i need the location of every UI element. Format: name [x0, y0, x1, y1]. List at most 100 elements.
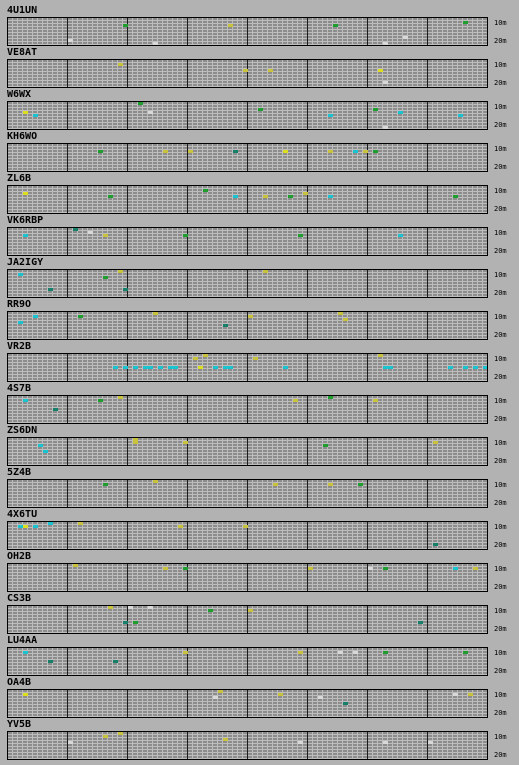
- propagation-spot: [328, 114, 333, 117]
- grid-major-lines: [67, 269, 428, 298]
- propagation-spot: [123, 288, 128, 291]
- station-zl6b: ZL6B 10m 20m: [0, 173, 519, 215]
- band-label-20m: 20m: [494, 415, 507, 423]
- propagation-spot: [383, 42, 388, 45]
- propagation-spot: [163, 567, 168, 570]
- grid-major-lines: [67, 395, 428, 424]
- propagation-grid: [7, 143, 488, 172]
- grid-major-lines: [67, 311, 428, 340]
- band-label-10m: 10m: [494, 313, 507, 321]
- propagation-spot: [383, 651, 388, 654]
- band-label-20m: 20m: [494, 289, 507, 297]
- station-callsign: OH2B: [7, 551, 32, 562]
- propagation-spot: [258, 108, 263, 111]
- propagation-spot: [33, 315, 38, 318]
- propagation-spot: [23, 111, 28, 114]
- propagation-spot: [273, 483, 278, 486]
- station-callsign: JA2IGY: [7, 257, 44, 268]
- station-vk6rbp: VK6RBP 10m 20m: [0, 215, 519, 257]
- propagation-spot: [343, 318, 348, 321]
- propagation-spot: [253, 357, 258, 360]
- propagation-spot: [338, 312, 343, 315]
- propagation-spot: [113, 366, 118, 369]
- propagation-spot: [453, 195, 458, 198]
- propagation-spot: [433, 543, 438, 546]
- propagation-spot: [213, 366, 218, 369]
- grid-frame: [7, 521, 488, 550]
- propagation-spot: [248, 315, 253, 318]
- propagation-spot: [198, 366, 203, 369]
- station-callsign: 4X6TU: [7, 509, 38, 520]
- propagation-grid: [7, 101, 488, 130]
- propagation-spot: [473, 567, 478, 570]
- grid-frame: [7, 17, 488, 46]
- station-yv5b: YV5B 10m 20m: [0, 719, 519, 761]
- propagation-spot: [118, 396, 123, 399]
- propagation-spot: [293, 399, 298, 402]
- grid-frame: [7, 437, 488, 466]
- propagation-spot: [38, 444, 43, 447]
- propagation-spot: [243, 69, 248, 72]
- propagation-spot: [23, 192, 28, 195]
- propagation-spot: [483, 366, 488, 369]
- grid-frame: [7, 185, 488, 214]
- propagation-spot: [108, 606, 113, 609]
- grid-frame: [7, 59, 488, 88]
- station-callsign: ZL6B: [7, 173, 32, 184]
- band-label-10m: 10m: [494, 439, 507, 447]
- band-label-20m: 20m: [494, 709, 507, 717]
- propagation-spot: [178, 525, 183, 528]
- propagation-spot: [328, 396, 333, 399]
- propagation-spot: [263, 270, 268, 273]
- grid-major-lines: [67, 17, 428, 46]
- propagation-grid: [7, 353, 488, 382]
- propagation-spot: [98, 150, 103, 153]
- station-callsign: KH6WO: [7, 131, 38, 142]
- propagation-spot: [103, 234, 108, 237]
- station-callsign: OA4B: [7, 677, 32, 688]
- station-lu4aa: LU4AA 10m 20m: [0, 635, 519, 677]
- station-kh6wo: KH6WO 10m 20m: [0, 131, 519, 173]
- propagation-spot: [368, 567, 373, 570]
- propagation-spot: [158, 366, 163, 369]
- propagation-spot: [228, 24, 233, 27]
- propagation-spot: [298, 651, 303, 654]
- band-label-10m: 10m: [494, 229, 507, 237]
- band-label-20m: 20m: [494, 37, 507, 45]
- propagation-spot: [138, 102, 143, 105]
- propagation-spot: [403, 36, 408, 39]
- propagation-spot: [128, 606, 133, 609]
- propagation-spot: [458, 114, 463, 117]
- propagation-spot: [148, 366, 153, 369]
- propagation-spot: [473, 366, 478, 369]
- propagation-grid: [7, 437, 488, 466]
- station-oh2b: OH2B 10m 20m: [0, 551, 519, 593]
- propagation-spot: [363, 150, 368, 153]
- band-label-10m: 10m: [494, 61, 507, 69]
- station-callsign: VE8AT: [7, 47, 38, 58]
- station-callsign: CS3B: [7, 593, 32, 604]
- propagation-spot: [428, 741, 433, 744]
- propagation-spot: [78, 315, 83, 318]
- band-label-10m: 10m: [494, 607, 507, 615]
- propagation-spot: [223, 366, 228, 369]
- propagation-spot: [183, 234, 188, 237]
- propagation-spot: [18, 321, 23, 324]
- station-callsign: LU4AA: [7, 635, 38, 646]
- propagation-spot: [148, 606, 153, 609]
- station-zs6dn: ZS6DN 10m 20m: [0, 425, 519, 467]
- propagation-spot: [53, 408, 58, 411]
- propagation-spot: [103, 276, 108, 279]
- grid-frame: [7, 731, 488, 760]
- band-label-10m: 10m: [494, 103, 507, 111]
- grid-frame: [7, 227, 488, 256]
- propagation-spot: [23, 651, 28, 654]
- grid-frame: [7, 143, 488, 172]
- propagation-spot: [248, 609, 253, 612]
- propagation-grid: [7, 563, 488, 592]
- propagation-spot: [118, 732, 123, 735]
- propagation-spot: [118, 270, 123, 273]
- grid-major-lines: [67, 689, 428, 718]
- propagation-grid: [7, 17, 488, 46]
- band-label-10m: 10m: [494, 145, 507, 153]
